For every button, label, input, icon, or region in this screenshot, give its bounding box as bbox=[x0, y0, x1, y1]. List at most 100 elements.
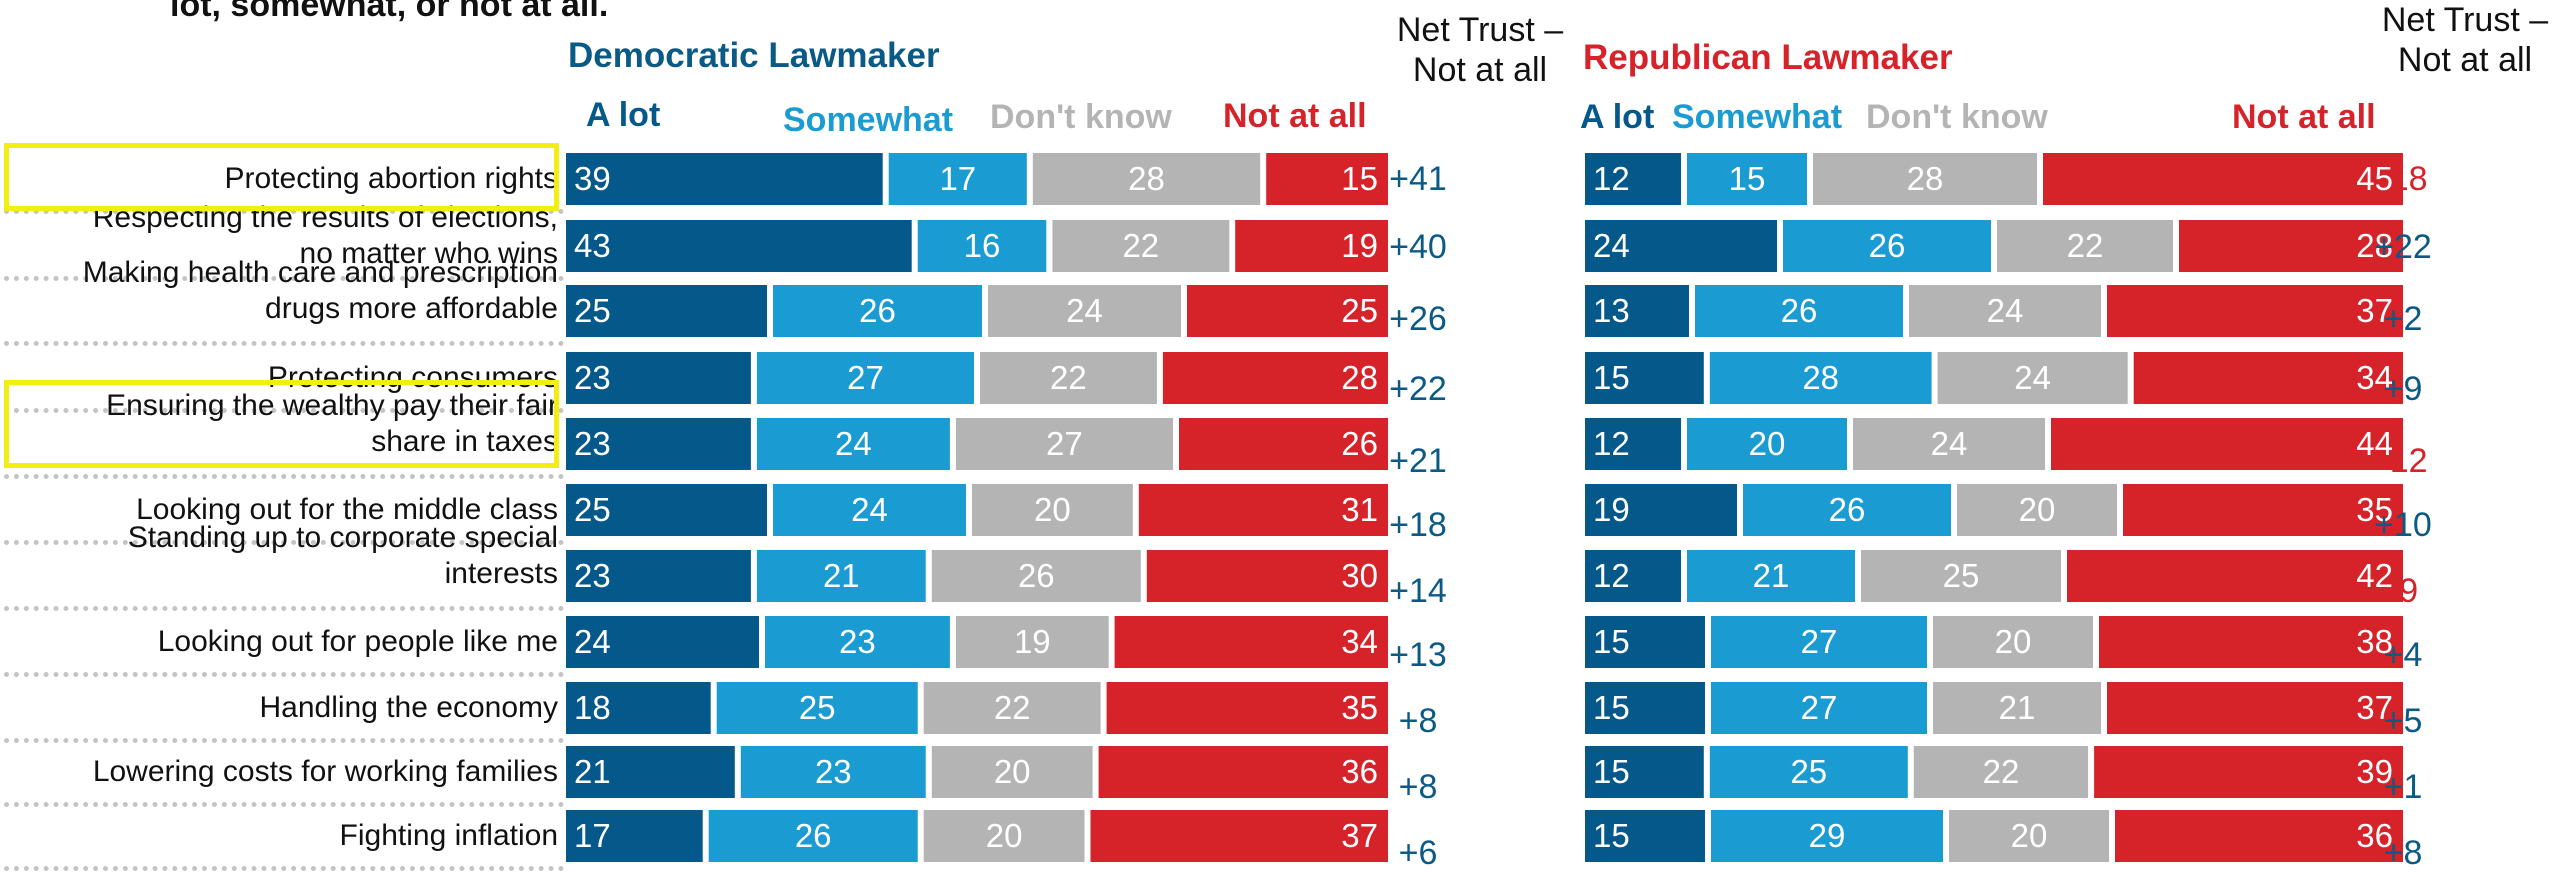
dem-label-not-at-all-row-3: 28 bbox=[1341, 359, 1378, 396]
row-label-8: Handling the economy bbox=[259, 691, 558, 724]
dem-bar-a-lot-row-3 bbox=[566, 352, 751, 404]
dem-bar-not-at-all-row-0 bbox=[1266, 153, 1388, 205]
rep-label-dont-know-row-3: 24 bbox=[2014, 359, 2051, 396]
rep-label-not-at-all-row-7: 38 bbox=[2356, 623, 2393, 660]
dem-label-somewhat-row-2: 26 bbox=[859, 292, 896, 329]
rep-bar-not-at-all-row-3 bbox=[2133, 352, 2403, 404]
dem-bar-not-at-all-row-1 bbox=[1235, 220, 1388, 272]
dem-bar-somewhat-row-5 bbox=[773, 484, 966, 536]
dem-label-a-lot-row-6: 23 bbox=[574, 557, 611, 594]
rep-label-dont-know-row-1: 22 bbox=[2067, 227, 2104, 264]
dem-label-not-at-all-row-1: 19 bbox=[1341, 227, 1378, 264]
rep-bar-dont-know-row-7 bbox=[1933, 616, 2093, 668]
row-separator bbox=[4, 341, 564, 346]
rep-label-somewhat-row-8: 27 bbox=[1801, 689, 1838, 726]
dem-label-a-lot-row-4: 23 bbox=[574, 425, 611, 462]
dem-bar-dont-know-row-3 bbox=[980, 352, 1157, 404]
rep-label-a-lot-row-4: 12 bbox=[1593, 425, 1630, 462]
rep-label-a-lot-row-5: 19 bbox=[1593, 491, 1630, 528]
rep-label-somewhat-row-5: 26 bbox=[1829, 491, 1866, 528]
dem-bar-a-lot-row-6 bbox=[566, 550, 751, 602]
row-label-9: Lowering costs for working families bbox=[92, 755, 558, 788]
rep-label-dont-know-row-10: 20 bbox=[2011, 817, 2048, 854]
dem-bar-not-at-all-row-2 bbox=[1187, 285, 1388, 337]
rep-label-dont-know-row-4: 24 bbox=[1931, 425, 1968, 462]
rep-bar-a-lot-row-1 bbox=[1585, 220, 1777, 272]
rep-bar-dont-know-row-1 bbox=[1997, 220, 2173, 272]
rep-bar-dont-know-row-3 bbox=[1937, 352, 2128, 404]
dem-bar-a-lot-row-4 bbox=[566, 418, 751, 470]
rep-bar-not-at-all-row-9 bbox=[2094, 746, 2403, 798]
row-label-0: Protecting abortion rights bbox=[224, 162, 558, 195]
rep-label-dont-know-row-6: 25 bbox=[1943, 557, 1980, 594]
row-labels: Protecting abortion rights Respecting the… bbox=[0, 0, 564, 877]
rep-bar-not-at-all-row-7 bbox=[2099, 616, 2403, 668]
highlight-box-row-4 bbox=[4, 380, 559, 468]
dem-label-somewhat-row-8: 25 bbox=[799, 689, 836, 726]
row-separator bbox=[4, 672, 564, 677]
rep-bar-a-lot-row-3 bbox=[1585, 352, 1704, 404]
rep-bar-not-at-all-row-0 bbox=[2043, 153, 2403, 205]
dem-label-a-lot-row-7: 24 bbox=[574, 623, 611, 660]
dem-bar-a-lot-row-10 bbox=[566, 810, 703, 862]
row-label-10: Fighting inflation bbox=[339, 819, 558, 852]
row-label-5: Looking out for the middle class bbox=[136, 493, 558, 526]
rep-label-dont-know-row-0: 28 bbox=[1907, 160, 1944, 197]
dem-bar-dont-know-row-9 bbox=[931, 746, 1093, 798]
rep-label-not-at-all-row-4: 44 bbox=[2356, 425, 2393, 462]
rep-header-not-at-all: Not at all bbox=[2232, 98, 2376, 136]
dem-label-dont-know-row-10: 20 bbox=[986, 817, 1023, 854]
dem-label-dont-know-row-7: 19 bbox=[1014, 623, 1051, 660]
dem-label-a-lot-row-10: 17 bbox=[574, 817, 611, 854]
dem-bar-not-at-all-row-4 bbox=[1179, 418, 1388, 470]
dem-label-dont-know-row-1: 22 bbox=[1122, 227, 1159, 264]
rep-label-not-at-all-row-1: 28 bbox=[2356, 227, 2393, 264]
rep-bar-a-lot-row-2 bbox=[1585, 285, 1689, 337]
rep-bar-dont-know-row-9 bbox=[1913, 746, 2089, 798]
rep-bar-a-lot-row-8 bbox=[1585, 682, 1705, 734]
dem-label-not-at-all-row-5: 31 bbox=[1341, 491, 1378, 528]
rep-bar-somewhat-row-1 bbox=[1783, 220, 1991, 272]
rep-label-dont-know-row-7: 20 bbox=[1995, 623, 2032, 660]
dem-label-somewhat-row-3: 27 bbox=[847, 359, 884, 396]
rep-bar-dont-know-row-6 bbox=[1861, 550, 2061, 602]
dem-bar-somewhat-row-8 bbox=[716, 682, 918, 734]
rep-bar-not-at-all-row-5 bbox=[2123, 484, 2403, 536]
row-label-2: Making health care and prescription drugs… bbox=[82, 256, 558, 325]
rep-header-a-lot: A lot bbox=[1580, 98, 1655, 136]
rep-label-not-at-all-row-3: 34 bbox=[2356, 359, 2393, 396]
rep-bar-dont-know-row-0 bbox=[1813, 153, 2037, 205]
dem-bar-somewhat-row-9 bbox=[740, 746, 926, 798]
rep-label-dont-know-row-8: 21 bbox=[1999, 689, 2036, 726]
dem-bar-somewhat-row-6 bbox=[756, 550, 926, 602]
dem-bar-dont-know-row-0 bbox=[1032, 153, 1261, 205]
dem-label-not-at-all-row-10: 37 bbox=[1341, 817, 1378, 854]
dem-bar-not-at-all-row-8 bbox=[1106, 682, 1388, 734]
dem-label-not-at-all-row-6: 30 bbox=[1341, 557, 1378, 594]
row-separator bbox=[4, 738, 564, 743]
dem-bar-not-at-all-row-9 bbox=[1098, 746, 1388, 798]
dem-header-somewhat: Somewhat bbox=[783, 101, 954, 139]
dem-panel-title: Democratic Lawmaker bbox=[568, 36, 940, 75]
rep-bar-a-lot-row-9 bbox=[1585, 746, 1704, 798]
dem-header-dont-know: Don't know bbox=[990, 98, 1172, 136]
dem-label-dont-know-row-4: 27 bbox=[1046, 425, 1083, 462]
dem-bar-not-at-all-row-5 bbox=[1138, 484, 1388, 536]
rep-bar-a-lot-row-6 bbox=[1585, 550, 1681, 602]
row-label-4: Ensuring the wealthy pay their fair share… bbox=[106, 389, 558, 458]
dem-bar-dont-know-row-6 bbox=[931, 550, 1141, 602]
rep-label-somewhat-row-6: 21 bbox=[1753, 557, 1790, 594]
dem-label-dont-know-row-5: 20 bbox=[1034, 491, 1071, 528]
dem-label-a-lot-row-3: 23 bbox=[574, 359, 611, 396]
rep-bar-dont-know-row-4 bbox=[1853, 418, 2045, 470]
dem-label-not-at-all-row-7: 34 bbox=[1341, 623, 1378, 660]
dem-label-somewhat-row-9: 23 bbox=[815, 753, 852, 790]
question-text: lot, somewhat, or not at all. bbox=[170, 0, 609, 24]
dem-bar-dont-know-row-8 bbox=[923, 682, 1101, 734]
rep-bar-a-lot-row-7 bbox=[1585, 616, 1705, 668]
rep-label-somewhat-row-2: 26 bbox=[1781, 292, 1818, 329]
rep-bar-not-at-all-row-8 bbox=[2107, 682, 2403, 734]
rep-bar-dont-know-row-10 bbox=[1949, 810, 2109, 862]
dem-label-somewhat-row-0: 17 bbox=[939, 160, 976, 197]
dem-bar-a-lot-row-8 bbox=[566, 682, 711, 734]
